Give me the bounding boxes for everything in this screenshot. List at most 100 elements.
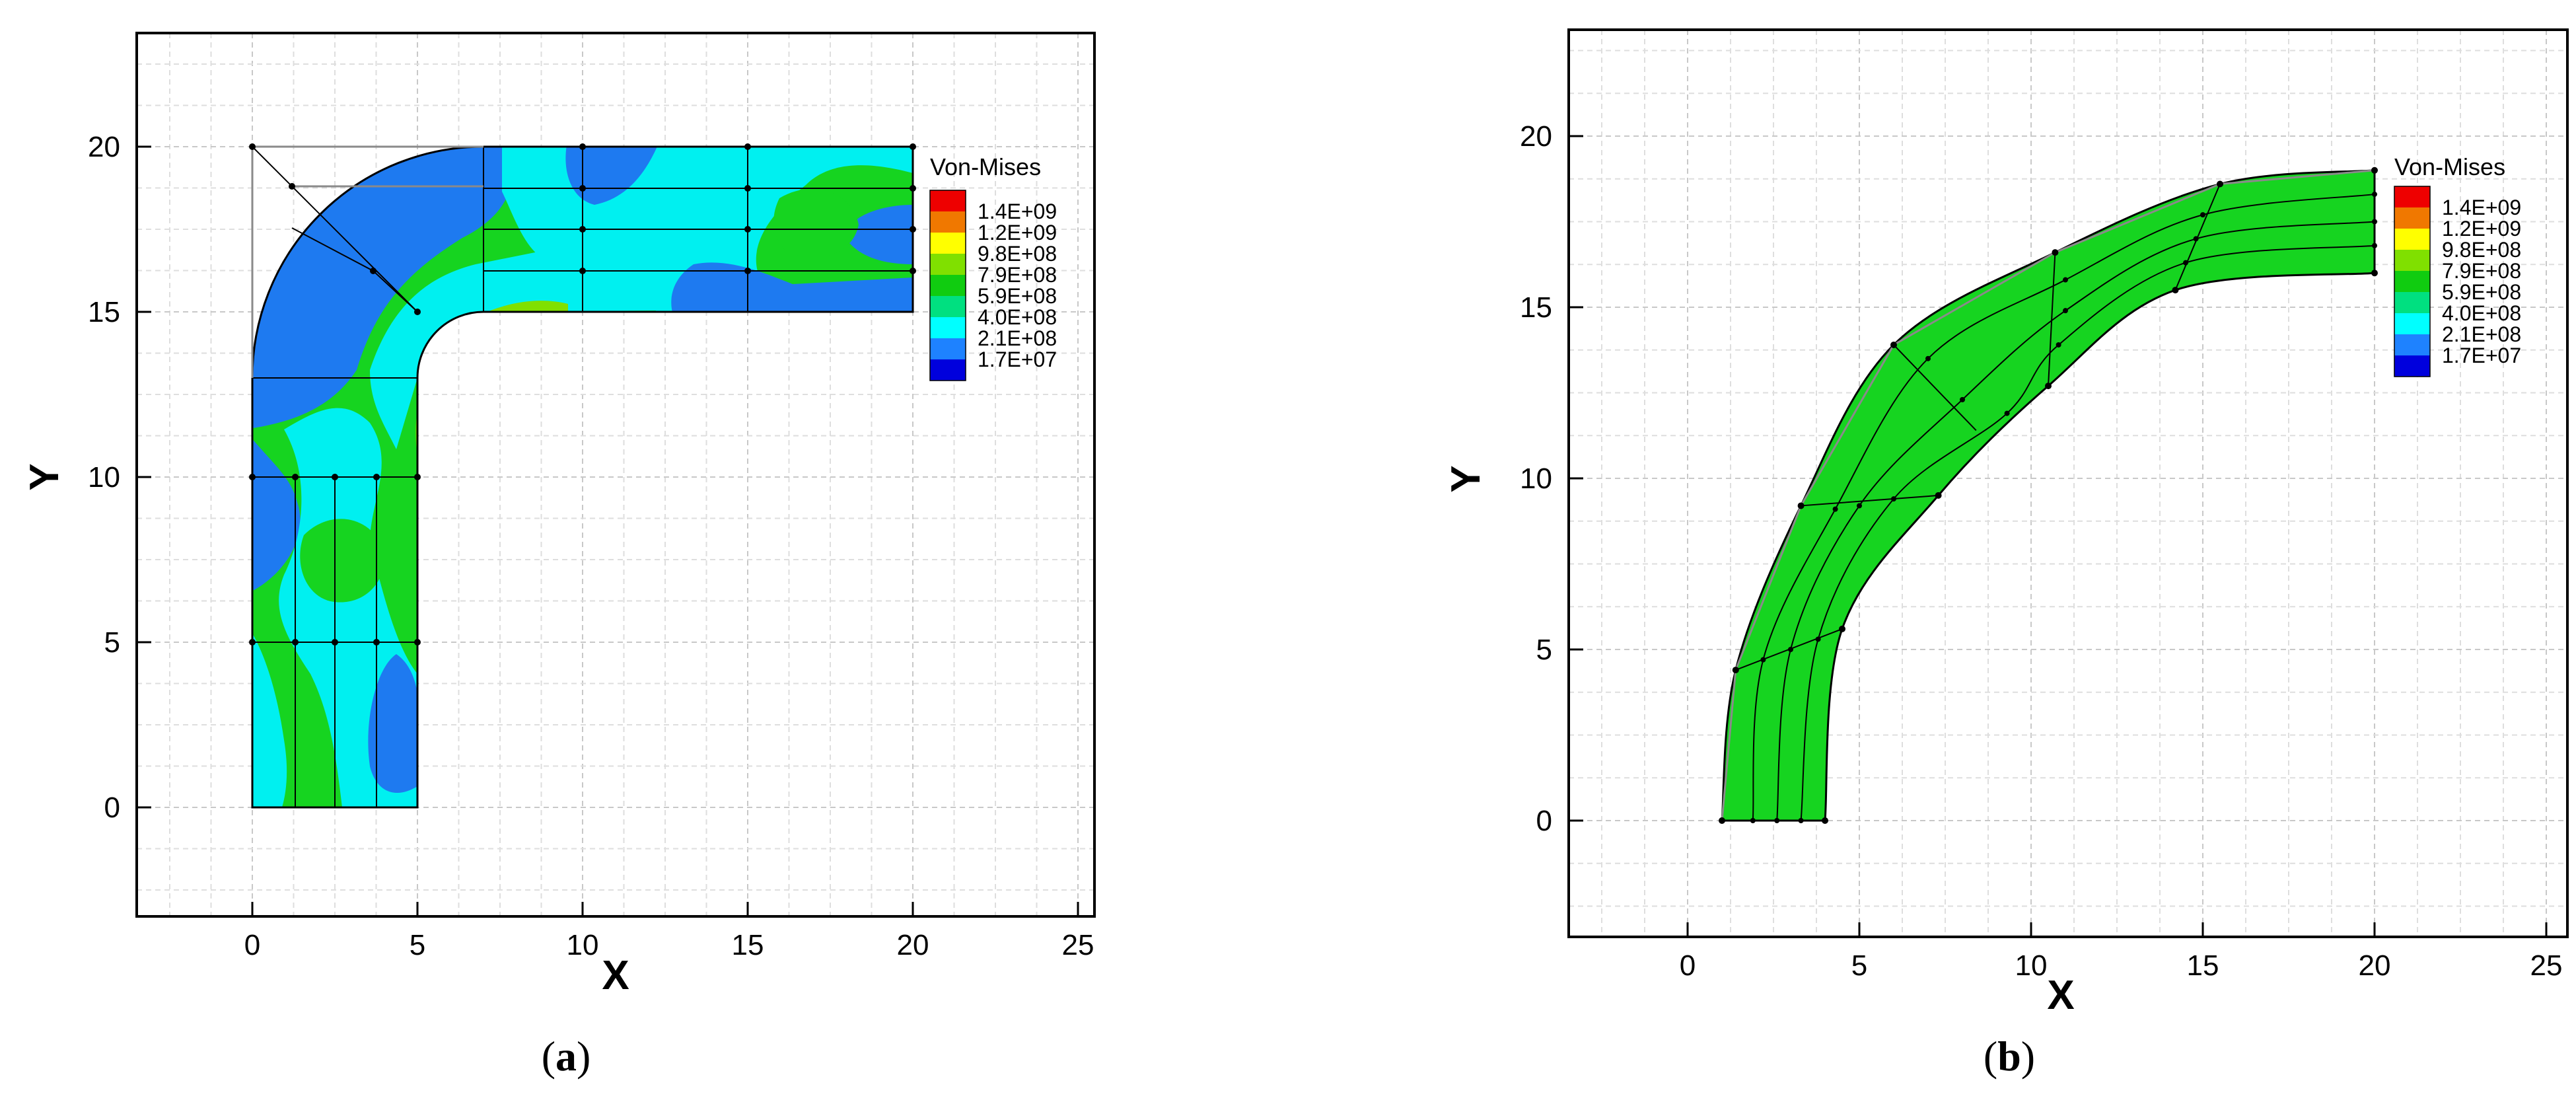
legend-swatch [2394,186,2430,207]
legend-b: Von-Mises 1.4E+091.2E+099.8E+087.9E+085.… [2394,153,2521,377]
mesh-node [249,474,256,480]
legend-title-b: Von-Mises [2394,153,2505,180]
legend-level-label: 2.1E+08 [2442,322,2521,346]
mesh-node [2217,180,2223,188]
x-tick-label: 5 [1851,949,1867,982]
legend-level-label: 9.8E+08 [978,242,1057,266]
mesh-node [1732,667,1739,674]
mesh-node [2372,219,2377,225]
mesh-node [2200,212,2205,218]
legend-swatch [2394,207,2430,229]
mesh-node [1960,396,1965,402]
y-tick-label: 20 [88,131,120,163]
x-tick-label: 20 [2359,949,2391,982]
mesh-node [2183,260,2188,266]
mesh-node [1890,341,1897,348]
mesh-node [2371,270,2378,277]
legend-swatch [930,275,966,296]
mesh-node [2052,249,2059,256]
y-tick-label: 15 [88,296,120,328]
legend-a: Von-Mises 1.4E+091.2E+099.8E+087.9E+085.… [929,153,1057,381]
x-tick-label: 20 [897,929,929,961]
legend-swatch [2394,229,2430,250]
mesh-node [910,226,916,233]
mesh-node [370,268,376,274]
x-axis-label-b: X [2047,973,2074,1018]
mesh-node [1832,506,1838,512]
mesh-node [2372,242,2377,248]
y-tick-label: 15 [1520,291,1552,324]
mesh-node [2063,277,2068,283]
y-tick-label: 0 [1536,805,1552,837]
x-tick-label: 10 [567,929,599,961]
mesh-node [910,268,916,274]
legend-title-a: Von-Mises [930,153,1041,180]
x-tick-label: 10 [2015,949,2048,982]
mesh-node [1750,818,1756,823]
legend-level-label: 1.7E+07 [2442,344,2521,367]
mesh-node [579,185,586,192]
y-tick-label: 10 [1520,462,1552,495]
mesh-node [373,474,380,480]
legend-swatch [930,233,966,254]
y-tick-labels-a: 0 5 10 15 20 [88,131,151,824]
mesh-node [292,474,299,480]
x-tick-label: 0 [1680,949,1696,982]
legend-level-label: 5.9E+08 [2442,280,2521,304]
x-tick-label: 15 [2187,949,2219,982]
deformed-band-b [1721,169,2376,822]
mesh-node [2372,192,2377,198]
mesh-node [910,143,916,150]
y-axis-label-a: Y [22,463,67,490]
region-outline-a [251,145,914,809]
mesh-spoke [1893,344,1977,431]
legend-level-label: 7.9E+08 [2442,259,2521,283]
mesh-node [1857,503,1862,509]
mesh-node [373,639,380,646]
mesh-node [2045,383,2052,390]
mesh-node [292,639,299,646]
mesh-node [744,226,751,233]
mesh-nodes-a [249,143,916,646]
caption-b: (b) [1984,1033,2035,1080]
legend-level-label: 1.7E+07 [978,348,1057,371]
mesh-node [579,226,586,233]
legend-level-label: 1.2E+09 [978,221,1057,244]
x-tick-label: 0 [244,929,260,961]
mesh-node [1797,502,1805,509]
mesh-node [1774,818,1780,823]
mesh-node [249,639,256,646]
legend-swatch [2394,334,2430,355]
y-tick-label: 5 [1536,634,1552,666]
mesh-node [332,474,338,480]
legend-border [929,190,966,381]
x-tick-labels-a: 0 5 10 15 20 25 [244,902,1094,961]
plot-frame-b [1567,28,2569,938]
mesh-node [910,185,916,192]
mesh-node [2371,166,2378,174]
mesh-node [1839,625,1845,632]
legend-level-label: 7.9E+08 [978,263,1057,287]
mesh-node [2056,342,2061,348]
mesh-node [1788,647,1793,652]
legend-swatch [2394,292,2430,313]
y-tick-label: 5 [104,626,120,659]
mesh-node [414,474,421,480]
mesh-node [289,183,295,190]
mesh-node [579,268,586,274]
legend-level-label: 1.4E+09 [978,200,1057,223]
legend-level-label: 5.9E+08 [978,284,1057,308]
mesh-node [2063,308,2068,314]
legend-level-label: 1.2E+09 [2442,217,2521,240]
legend-swatch [930,296,966,317]
mesh-spoke [1801,494,1939,507]
legend-level-label: 4.0E+08 [978,305,1057,329]
legend-level-label: 4.0E+08 [2442,301,2521,325]
legend-swatch [930,211,966,233]
mesh-node [744,268,751,274]
panel-a: 0 5 10 15 20 25 0 5 10 15 20 X Y Von-Mises 1.4E+0… [22,32,1096,1080]
y-tick-label: 0 [104,792,120,824]
mesh-spoke [2048,252,2056,387]
panel-b: 0 5 10 15 20 25 0 5 10 15 20 X Y Von-Mises 1.4E+0… [1443,28,2569,1080]
legend-swatch [2394,271,2430,292]
